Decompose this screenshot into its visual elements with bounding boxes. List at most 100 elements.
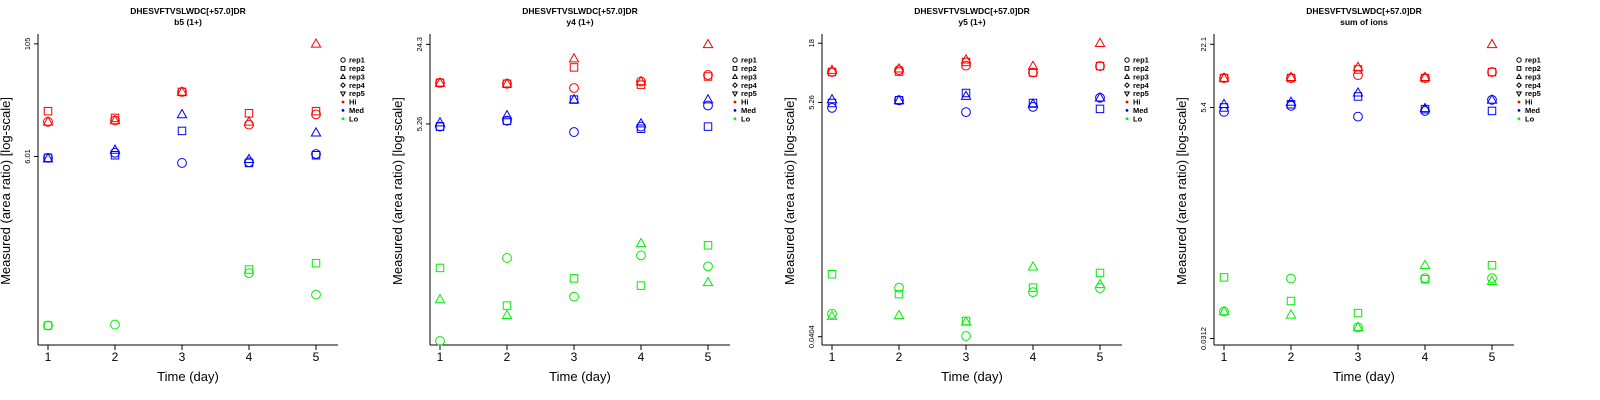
data-point-hi-rep3 xyxy=(1352,61,1364,71)
data-point-med-rep1 xyxy=(827,102,837,113)
data-point-lo-rep3 xyxy=(1027,260,1039,271)
data-point-lo-rep1 xyxy=(961,331,971,341)
data-point-lo-rep3 xyxy=(1094,278,1106,289)
data-point-hi-rep3 xyxy=(501,77,513,88)
data-point-lo-rep2 xyxy=(1353,308,1363,318)
data-point-lo-rep3 xyxy=(635,237,647,248)
diamond-icon xyxy=(1124,82,1130,89)
data-point-hi-rep3 xyxy=(702,38,714,49)
data-point-med-rep2 xyxy=(502,116,512,125)
triangle-down-icon xyxy=(339,91,347,98)
data-point-hi-rep3 xyxy=(1218,72,1230,82)
data-point-med-rep3 xyxy=(176,108,188,119)
data-point-lo-rep2 xyxy=(636,281,646,290)
legend-label: rep2 xyxy=(1133,64,1149,73)
legend-dot-lo xyxy=(341,117,345,121)
data-point-med-rep3 xyxy=(635,117,647,128)
data-point-med-rep1 xyxy=(177,158,187,168)
x-tick-label: 3 xyxy=(179,350,186,364)
legend-label: rep1 xyxy=(1133,56,1149,65)
data-point-hi-rep1 xyxy=(569,83,579,93)
chart-subtitle: y4 (1+) xyxy=(566,17,593,27)
y-axis-label: Measured (area ratio) [log-scale] xyxy=(1174,97,1189,285)
legend-label: Med xyxy=(1525,106,1540,115)
data-point-med-rep3 xyxy=(434,116,446,127)
y-tick-label: 24.3 xyxy=(415,37,424,52)
data-point-med-rep3 xyxy=(1027,98,1039,108)
legend-dot-med xyxy=(1125,109,1129,112)
triangle-up-icon xyxy=(1123,73,1131,79)
legend-dot-med xyxy=(1517,109,1521,112)
data-point-hi-rep3 xyxy=(1027,60,1039,70)
data-point-med-rep2 xyxy=(1095,104,1105,114)
data-point-lo-rep3 xyxy=(1486,275,1498,286)
data-point-med-rep2 xyxy=(435,122,445,131)
data-point-med-rep2 xyxy=(110,151,120,160)
data-point-lo-rep3 xyxy=(1419,259,1431,270)
x-axis-label: Time (day) xyxy=(941,369,1003,384)
data-point-hi-rep3 xyxy=(568,52,580,63)
data-point-lo-rep1 xyxy=(110,319,120,330)
data-point-lo-rep2 xyxy=(827,269,837,279)
data-point-lo-rep2 xyxy=(502,301,512,310)
data-point-med-rep1 xyxy=(435,121,445,132)
legend-dot-hi xyxy=(733,100,737,104)
x-tick-label: 2 xyxy=(112,350,119,364)
x-tick-label: 2 xyxy=(1288,350,1295,364)
data-point-hi-rep3 xyxy=(893,62,905,73)
x-tick-label: 5 xyxy=(1489,350,1496,364)
data-point-med-rep3 xyxy=(1218,98,1230,109)
x-axis-label: Time (day) xyxy=(157,369,219,384)
data-point-hi-rep1 xyxy=(1487,67,1497,77)
data-point-lo-rep2 xyxy=(1095,268,1105,278)
legend-label: Lo xyxy=(741,114,751,123)
x-tick-label: 2 xyxy=(896,350,903,364)
data-point-hi-rep3 xyxy=(310,38,322,48)
legend-label: rep2 xyxy=(349,64,365,73)
data-point-hi-rep1 xyxy=(1028,67,1038,78)
x-tick-label: 3 xyxy=(571,350,578,364)
data-point-hi-rep2 xyxy=(110,113,120,123)
data-point-hi-rep2 xyxy=(244,109,254,118)
x-tick-label: 4 xyxy=(1422,350,1429,364)
y-axis-label: Measured (area ratio) [log-scale] xyxy=(782,97,797,285)
y-tick-label: 5.26 xyxy=(807,95,816,110)
legend-dot-lo xyxy=(1517,117,1521,121)
data-point-lo-rep2 xyxy=(43,321,53,330)
y-tick-label: 105 xyxy=(23,38,32,51)
data-point-lo-rep3 xyxy=(702,276,714,287)
legend-label: rep4 xyxy=(1133,81,1150,90)
data-point-med-rep3 xyxy=(893,94,905,105)
diamond-icon xyxy=(1516,82,1522,89)
y-tick-label: 5.4 xyxy=(1199,102,1208,112)
y-tick-label: 6.01 xyxy=(23,149,32,164)
data-point-lo-rep1 xyxy=(703,261,713,272)
chart-subtitle: y5 (1+) xyxy=(958,17,985,27)
data-point-hi-rep2 xyxy=(43,106,53,116)
chart-title: DHESVFTVSLWDC[+57.0]DR xyxy=(914,6,1029,16)
x-tick-label: 3 xyxy=(963,350,970,364)
data-point-lo-rep2 xyxy=(311,258,321,268)
x-axis-label: Time (day) xyxy=(549,369,611,384)
data-point-lo-rep3 xyxy=(1285,308,1297,319)
legend-label: Lo xyxy=(1133,114,1143,123)
legend-label: rep5 xyxy=(741,89,757,98)
x-tick-label: 5 xyxy=(1097,350,1104,364)
data-point-hi-rep1 xyxy=(1420,73,1430,83)
legend-label: rep5 xyxy=(349,89,365,98)
legend-dot-hi xyxy=(1125,100,1129,104)
data-point-lo-rep2 xyxy=(894,289,904,299)
x-tick-label: 4 xyxy=(1030,350,1037,364)
data-point-hi-rep3 xyxy=(960,53,972,64)
legend-label: Hi xyxy=(741,98,749,107)
data-point-med-rep1 xyxy=(1420,106,1430,116)
chart-title: DHESVFTVSLWDC[+57.0]DR xyxy=(522,6,637,16)
data-point-lo-rep3 xyxy=(893,309,905,320)
data-point-med-rep3 xyxy=(42,152,54,163)
legend-label: Med xyxy=(349,106,364,115)
data-point-med-rep3 xyxy=(702,93,714,104)
